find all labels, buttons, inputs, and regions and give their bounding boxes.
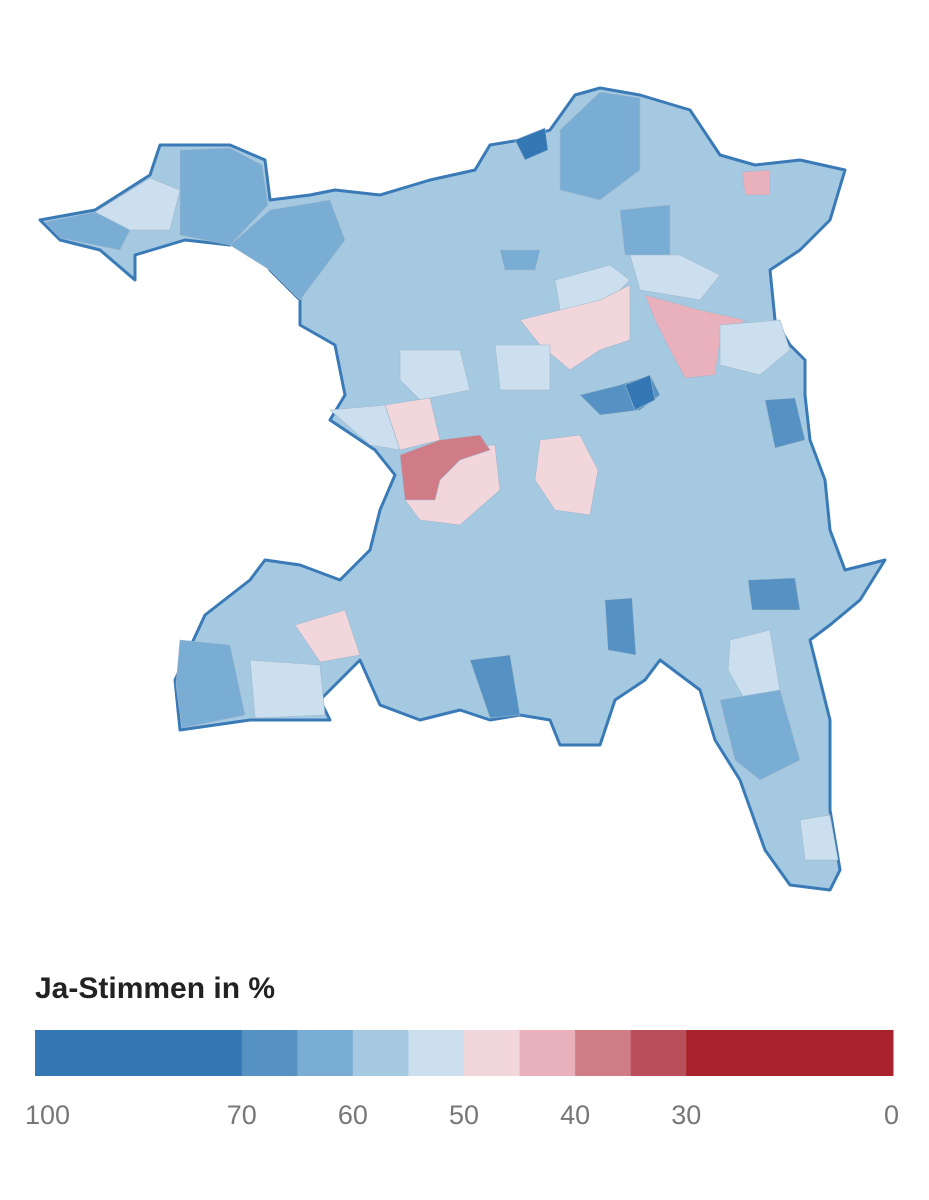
region: [624, 374, 656, 411]
legend-swatch: [297, 1030, 354, 1076]
legend: 100 70 60 50 40 30 0: [25, 1030, 899, 1130]
legend-swatch: [519, 1030, 576, 1076]
region: [764, 397, 806, 449]
legend-tick-label: 60: [338, 1100, 368, 1130]
region: [741, 169, 771, 196]
region: [329, 404, 401, 451]
region: [399, 434, 491, 501]
region: [179, 147, 269, 246]
region: [799, 814, 839, 861]
region: [604, 597, 637, 656]
region: [469, 654, 521, 719]
legend-swatch: [464, 1030, 521, 1076]
legend-tick-label: 70: [227, 1100, 257, 1130]
legend-tick-label: 40: [560, 1100, 590, 1130]
region: [399, 349, 471, 401]
region: [719, 689, 801, 781]
region: [229, 199, 346, 301]
legend-swatch: [630, 1030, 687, 1076]
region: [747, 577, 801, 611]
legend-tick-label: 50: [449, 1100, 479, 1130]
region: [494, 344, 551, 391]
legend-tick-label: 30: [671, 1100, 701, 1130]
legend-swatch: [686, 1030, 894, 1076]
region: [249, 659, 326, 719]
legend-tick-label: 0: [884, 1100, 899, 1130]
region: [514, 127, 549, 161]
region: [294, 609, 361, 663]
region: [94, 177, 181, 231]
region: [629, 254, 721, 301]
legend-swatch: [241, 1030, 298, 1076]
map: [38, 86, 887, 892]
region: [175, 639, 246, 729]
region: [559, 91, 641, 201]
legend-title: Ja-Stimmen in %: [35, 972, 275, 1005]
region: [719, 319, 791, 376]
legend-swatch: [408, 1030, 465, 1076]
region: [619, 204, 671, 256]
region: [534, 434, 599, 516]
legend-swatch: [575, 1030, 632, 1076]
legend-tick-label: 100: [25, 1100, 70, 1130]
region: [44, 211, 131, 251]
region: [644, 294, 746, 379]
legend-swatch: [35, 1030, 243, 1076]
region: [499, 249, 541, 271]
legend-swatch: [352, 1030, 409, 1076]
